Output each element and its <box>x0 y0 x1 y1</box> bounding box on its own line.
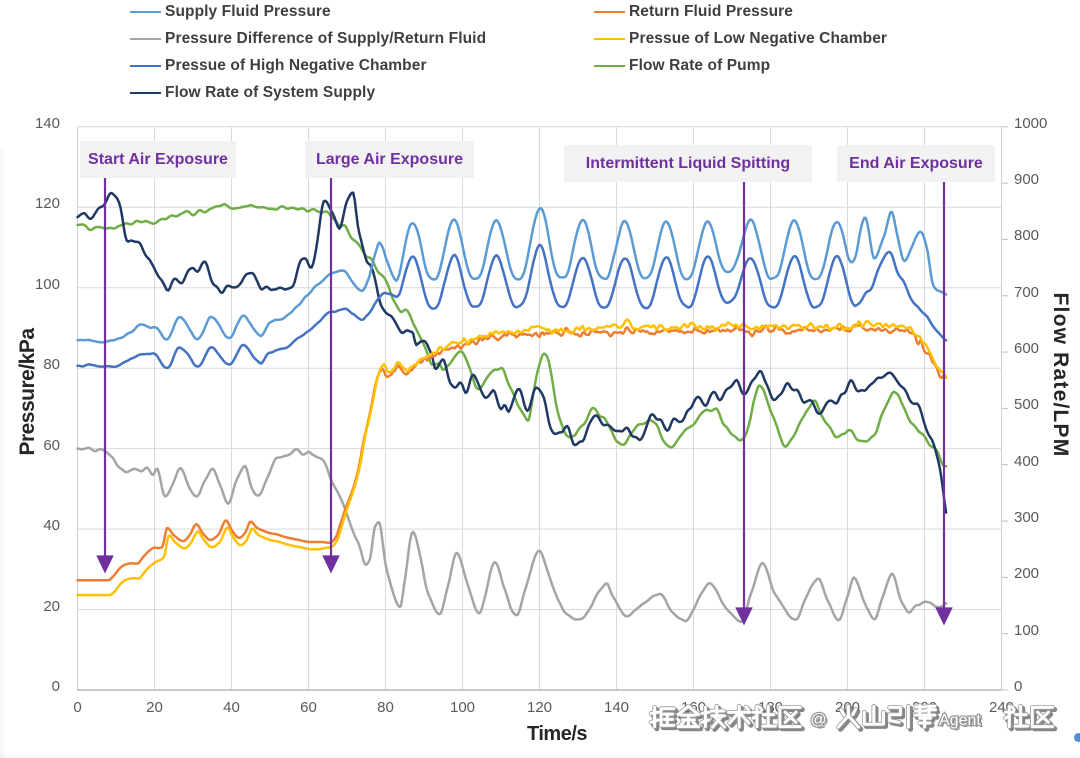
svg-text:@: @ <box>810 712 826 729</box>
svg-text:Agent: Agent <box>939 712 981 729</box>
svg-text:Agent: Agent <box>939 712 981 729</box>
svg-text:@: @ <box>813 714 829 731</box>
svg-text:@: @ <box>810 712 826 729</box>
svg-text:Agent: Agent <box>941 714 983 731</box>
